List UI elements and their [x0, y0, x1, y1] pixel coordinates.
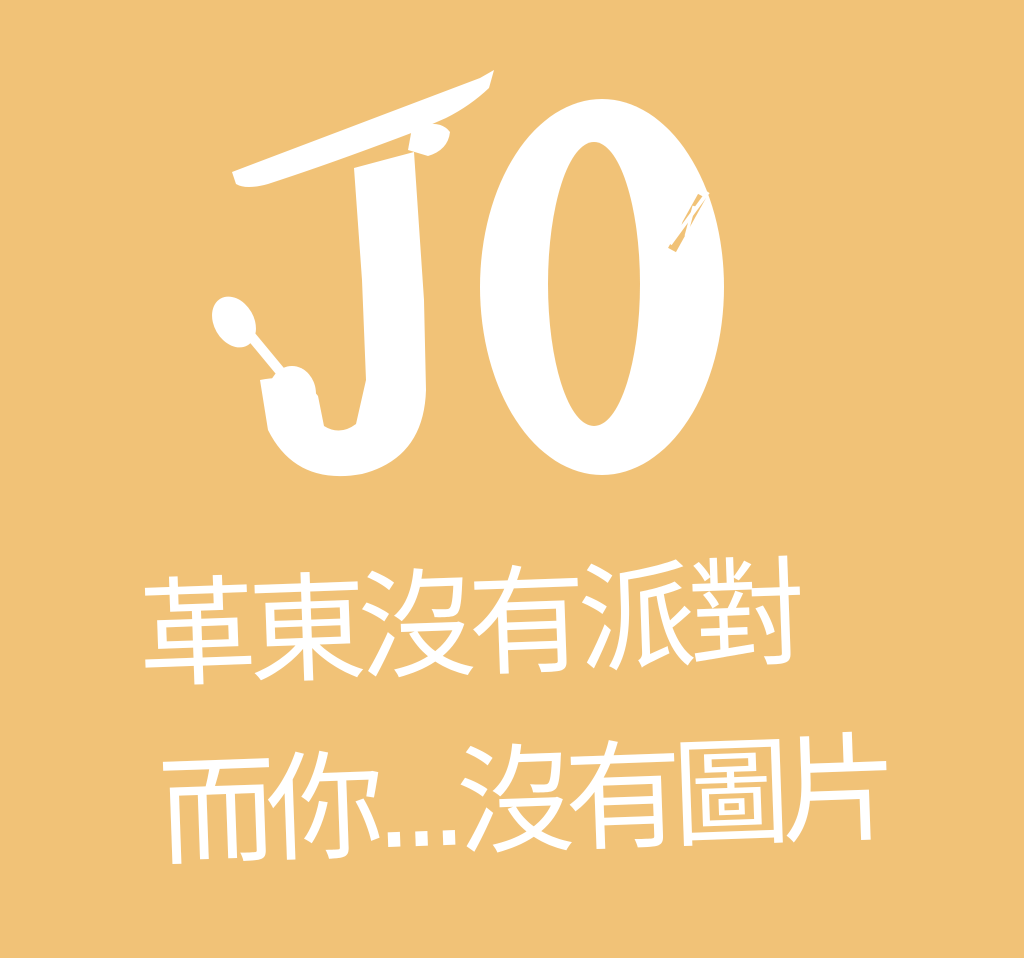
tagline-line-1: 革東沒有派對 — [135, 544, 801, 705]
fork-icon — [668, 190, 710, 253]
o-inner — [548, 142, 640, 426]
tagline-line-2: 而你...沒有圖片 — [155, 719, 891, 883]
j-top-stroke — [232, 70, 494, 187]
spoon-tip — [268, 366, 316, 422]
j-stroke-knob — [408, 123, 450, 156]
jo-logo — [212, 70, 724, 477]
spoon-bowl — [212, 296, 256, 348]
